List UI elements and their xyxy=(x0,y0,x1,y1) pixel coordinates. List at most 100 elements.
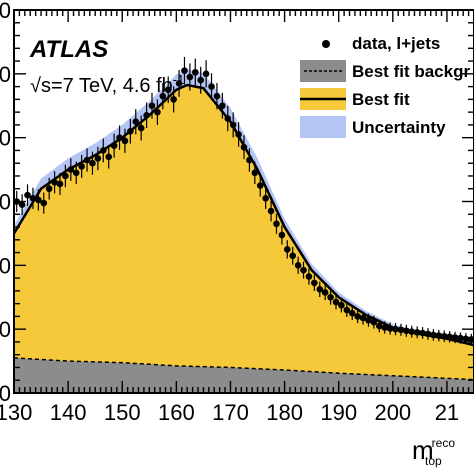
legend-label-uncertainty: Uncertainty xyxy=(352,118,446,137)
data-point xyxy=(170,96,177,103)
data-point xyxy=(202,70,210,78)
data-point xyxy=(29,195,37,202)
data-point xyxy=(105,153,113,161)
data-point xyxy=(121,137,129,145)
data-point xyxy=(197,76,205,84)
data-point xyxy=(386,325,394,332)
data-point xyxy=(186,73,194,81)
legend: data, l+jets Best fit backgr Best fit Un… xyxy=(300,34,470,138)
data-point xyxy=(332,298,340,306)
data-point xyxy=(359,314,367,322)
x-tick-label: 130 xyxy=(0,400,32,425)
data-point xyxy=(435,332,443,339)
y-tick-label: 0 xyxy=(0,381,11,406)
data-point xyxy=(419,329,426,337)
y-tick-label: 0 xyxy=(0,253,11,278)
data-point xyxy=(208,83,215,90)
data-point xyxy=(89,159,96,167)
legend-marker-data xyxy=(322,40,330,48)
data-point xyxy=(294,262,302,269)
data-point xyxy=(283,246,291,253)
data-point xyxy=(251,169,259,177)
x-tick-label: 200 xyxy=(374,400,411,425)
data-point xyxy=(403,327,410,335)
data-point xyxy=(51,179,58,186)
data-point xyxy=(300,266,307,274)
y-tick-label: 0 xyxy=(0,126,11,151)
data-point xyxy=(354,313,361,320)
data-point xyxy=(56,180,64,188)
data-point xyxy=(40,199,48,207)
data-point xyxy=(159,92,167,100)
data-point xyxy=(397,326,405,334)
data-point xyxy=(327,293,334,301)
legend-label-data: data, l+jets xyxy=(352,34,440,53)
x-axis-title: mreco top xyxy=(412,435,455,468)
data-point xyxy=(154,108,161,116)
experiment-label: ATLAS xyxy=(29,36,108,63)
x-tick-label: 21 xyxy=(435,400,459,425)
data-point xyxy=(430,331,437,339)
data-point xyxy=(132,118,140,126)
x-tick-label: 180 xyxy=(266,400,303,425)
data-point xyxy=(78,163,85,170)
data-point xyxy=(278,231,286,239)
data-point xyxy=(229,121,237,129)
y-tick-label: 0 xyxy=(0,317,11,342)
data-point xyxy=(164,86,172,94)
data-point xyxy=(321,289,329,296)
x-tick-label: 170 xyxy=(212,400,249,425)
y-tick-label: 0 xyxy=(0,190,11,215)
legend-label-fit: Best fit xyxy=(352,90,410,109)
data-point xyxy=(440,332,448,340)
data-point xyxy=(289,252,297,260)
data-point xyxy=(235,131,242,138)
data-point xyxy=(127,127,134,135)
background-area xyxy=(14,357,474,393)
legend-label-background: Best fit backgr xyxy=(352,62,470,81)
x-axis-title-sup: reco xyxy=(432,436,456,450)
x-tick-label: 190 xyxy=(320,400,357,425)
data-point xyxy=(370,318,378,326)
y-tick-label: 0 xyxy=(0,0,11,23)
data-point xyxy=(94,155,102,162)
data-point xyxy=(143,112,150,119)
energy-label-main: √s=7 TeV, 4.6 fb xyxy=(30,75,173,97)
y-tick-label: 0 xyxy=(0,62,11,87)
data-point xyxy=(348,309,356,317)
data-point xyxy=(191,68,199,76)
x-tick-label: 150 xyxy=(104,400,141,425)
data-point xyxy=(338,301,345,309)
data-point xyxy=(413,329,421,336)
data-point xyxy=(267,207,275,215)
data-point xyxy=(219,102,226,110)
data-point xyxy=(424,330,432,338)
data-point xyxy=(446,333,453,341)
data-point xyxy=(381,324,389,331)
data-point xyxy=(311,279,318,287)
data-point xyxy=(116,134,123,141)
data-point xyxy=(240,143,248,151)
data-point xyxy=(246,156,253,164)
data-point xyxy=(365,316,372,324)
x-tick-label: 140 xyxy=(50,400,87,425)
data-point xyxy=(343,306,351,314)
data-point xyxy=(273,220,280,228)
data-point xyxy=(72,169,80,177)
legend-marker-background xyxy=(300,60,346,82)
data-point xyxy=(462,335,470,343)
data-point xyxy=(24,191,31,199)
energy-label: √s=7 TeV, 4.6 fb-1 xyxy=(30,72,184,97)
x-axis-title-sub: top xyxy=(425,454,442,468)
data-point xyxy=(137,124,145,132)
data-point xyxy=(67,166,75,173)
data-point xyxy=(148,102,156,110)
data-point xyxy=(18,201,26,208)
data-point xyxy=(83,156,91,164)
data-point xyxy=(175,80,183,87)
data-point xyxy=(224,115,232,122)
data-point xyxy=(35,196,42,204)
data-point xyxy=(392,325,399,333)
data-point xyxy=(375,322,383,330)
